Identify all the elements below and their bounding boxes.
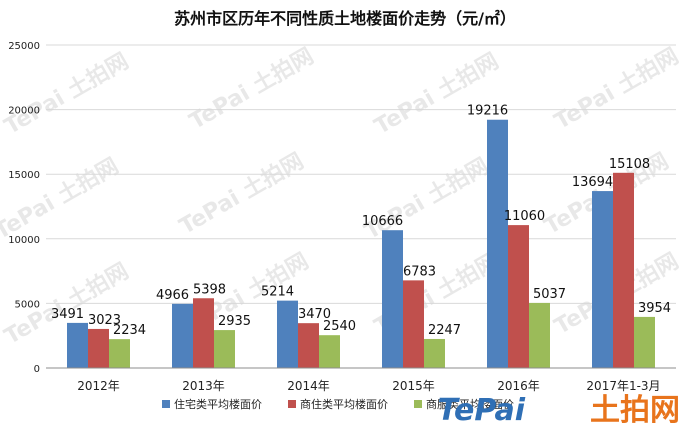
x-tick-label: 2014年 (287, 379, 330, 393)
y-tick-label: 5000 (15, 299, 40, 310)
watermark-logo: TePai 土拍网 (0, 48, 133, 140)
data-label: 4966 (156, 288, 189, 303)
data-label: 2935 (218, 314, 251, 329)
watermark-logo: TePai 土拍网 (370, 48, 503, 140)
bar (487, 119, 508, 368)
data-label: 10666 (362, 214, 403, 229)
data-label: 6783 (403, 264, 436, 279)
y-tick-label: 0 (34, 364, 40, 375)
bars (67, 119, 655, 368)
y-tick-label: 25000 (8, 41, 40, 52)
data-label: 19216 (467, 104, 508, 119)
bar (67, 322, 88, 368)
legend-label: 住宅类平均楼面价 (174, 397, 262, 411)
brand-logo-chinese: 土拍网 (590, 393, 680, 428)
watermark-logo: TePai 土拍网 (550, 43, 683, 135)
bar (592, 191, 613, 368)
watermark-logo: TePai 土拍网 (0, 153, 123, 245)
x-tick-label: 2015年 (392, 379, 435, 393)
data-label: 13694 (572, 175, 613, 190)
y-axis-ticks: 0 5000 10000 15000 20000 25000 (8, 41, 40, 375)
data-label: 3023 (88, 313, 121, 328)
bar (193, 298, 214, 368)
bar (508, 225, 529, 368)
data-label: 11060 (504, 209, 545, 224)
bar (382, 230, 403, 368)
legend-label: 商住类平均楼面价 (300, 397, 388, 411)
data-label: 3954 (638, 301, 671, 316)
y-tick-label: 15000 (8, 170, 40, 181)
brand-logo-latin: TePai (437, 393, 525, 428)
watermark-logo: TePai 土拍网 (185, 43, 318, 135)
x-tick-label: 2012年 (77, 379, 120, 393)
data-label: 5037 (533, 287, 566, 302)
chart-title: 苏州市区历年不同性质土地楼面价走势（元/㎡） (174, 9, 516, 28)
data-label: 3470 (298, 307, 331, 322)
y-tick-label: 20000 (8, 106, 40, 117)
watermark-logo: TePai 土拍网 (175, 148, 308, 240)
bar (109, 339, 130, 368)
data-label: 2540 (323, 319, 356, 334)
bar (529, 302, 550, 368)
legend-label: 商服类平均楼面价 (426, 397, 514, 411)
data-label: 2234 (113, 323, 146, 338)
bar (277, 300, 298, 368)
x-axis-labels: 2012年 2013年 2014年 2015年 2016年 2017年1-3月 (77, 379, 660, 393)
bar (172, 303, 193, 368)
bar (298, 323, 319, 368)
legend-swatch (288, 400, 296, 408)
x-tick-label: 2017年1-3月 (586, 379, 660, 393)
x-tick-label: 2013年 (182, 379, 225, 393)
y-tick-label: 10000 (8, 235, 40, 246)
bar (214, 330, 235, 368)
legend-swatch (414, 400, 422, 408)
brand-logo: TePai 土拍网 (437, 393, 680, 428)
data-label: 5214 (261, 285, 294, 300)
legend-swatch (162, 400, 170, 408)
legend: 住宅类平均楼面价 商住类平均楼面价 商服类平均楼面价 (162, 397, 514, 411)
x-tick-label: 2016年 (497, 379, 540, 393)
bar (88, 328, 109, 368)
watermark-logo: TePai 土拍网 (360, 153, 493, 245)
bar (319, 335, 340, 368)
bar (403, 280, 424, 368)
bar (634, 316, 655, 368)
data-label: 2247 (428, 323, 461, 338)
data-label: 15108 (609, 157, 650, 172)
data-label: 5398 (193, 282, 226, 297)
bar (424, 338, 445, 368)
bar (613, 172, 634, 368)
data-label: 3491 (51, 307, 84, 322)
